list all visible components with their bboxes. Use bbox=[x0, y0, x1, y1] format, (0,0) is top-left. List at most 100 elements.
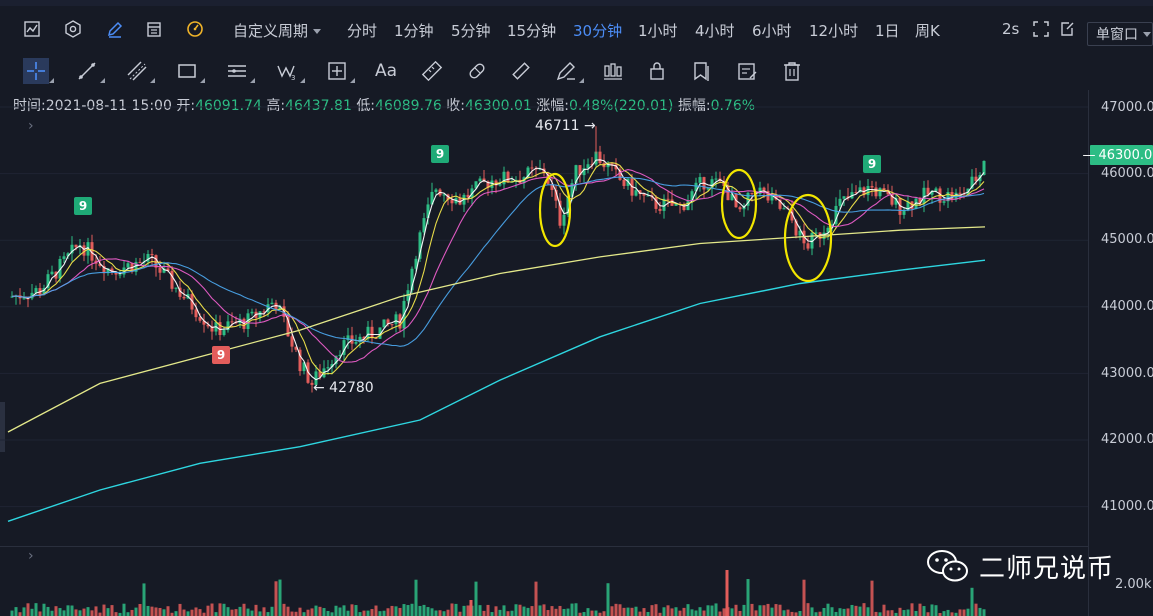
volume-bar bbox=[670, 608, 674, 616]
candle-body bbox=[618, 169, 622, 180]
period-tab-1h[interactable]: 1小时 bbox=[638, 22, 678, 40]
candle-body bbox=[730, 193, 734, 201]
period-tab-1d[interactable]: 1日 bbox=[875, 22, 900, 40]
candle-body bbox=[266, 304, 270, 313]
volume-bar bbox=[542, 604, 546, 616]
volume-bar bbox=[822, 608, 826, 616]
window-mode-select[interactable]: 单窗口 bbox=[1087, 22, 1153, 46]
pen-icon[interactable] bbox=[508, 58, 534, 84]
chart-type-icon[interactable] bbox=[21, 18, 43, 40]
horizontal-lines-icon[interactable] bbox=[224, 58, 255, 84]
volume-bar bbox=[174, 611, 178, 616]
volume-bar bbox=[22, 607, 26, 616]
copy-icon[interactable] bbox=[689, 58, 715, 84]
eraser-icon[interactable] bbox=[464, 58, 490, 84]
period-tab-1m[interactable]: 1分钟 bbox=[394, 22, 434, 40]
custom-period-dropdown[interactable]: 自定义周期 bbox=[233, 20, 322, 41]
period-tab-6h[interactable]: 6小时 bbox=[752, 22, 792, 40]
volume-bar bbox=[806, 603, 810, 616]
volume-bar bbox=[30, 608, 34, 616]
candle-body bbox=[506, 171, 510, 182]
volume-bar bbox=[742, 604, 746, 616]
rectangle-icon[interactable] bbox=[174, 58, 205, 84]
volume-bar bbox=[858, 606, 862, 616]
volume-bar bbox=[166, 606, 170, 616]
note-icon[interactable] bbox=[734, 58, 760, 84]
ruler-icon[interactable] bbox=[419, 58, 445, 84]
popout-icon[interactable] bbox=[1056, 18, 1078, 40]
lock-icon[interactable] bbox=[644, 58, 670, 84]
candle-body bbox=[46, 274, 50, 289]
volume-bar bbox=[142, 583, 146, 616]
period-tab-4h[interactable]: 4小时 bbox=[695, 22, 735, 40]
period-tab-1w[interactable]: 周K bbox=[915, 22, 940, 40]
draw-icon[interactable] bbox=[104, 18, 126, 40]
volume-bar bbox=[954, 612, 958, 616]
volume-bar bbox=[782, 610, 786, 616]
side-panel-handle[interactable] bbox=[0, 402, 5, 452]
measure-icon[interactable] bbox=[324, 58, 355, 84]
period-tab-15m[interactable]: 15分钟 bbox=[507, 22, 557, 40]
candle-body bbox=[58, 258, 62, 279]
volume-bar bbox=[662, 607, 666, 616]
volume-bar bbox=[402, 604, 406, 616]
candle-body bbox=[126, 263, 130, 268]
trend-line-icon[interactable] bbox=[74, 58, 105, 84]
parallel-channel-icon[interactable] bbox=[124, 58, 155, 84]
period-tab-12h[interactable]: 12小时 bbox=[809, 22, 859, 40]
volume-bar bbox=[250, 610, 254, 616]
volume-bar bbox=[562, 608, 566, 616]
candle-body bbox=[354, 342, 358, 344]
wave-icon[interactable]: 3 bbox=[274, 58, 305, 84]
candle-body bbox=[530, 167, 534, 169]
settings-icon[interactable] bbox=[62, 18, 84, 40]
candle-body bbox=[922, 187, 926, 204]
chevron-right-icon[interactable]: › bbox=[28, 548, 34, 564]
candle-body bbox=[634, 190, 638, 196]
candle-body bbox=[426, 204, 430, 219]
highlight-ellipse bbox=[720, 168, 758, 240]
candle-body bbox=[690, 191, 694, 202]
volume-bar bbox=[490, 612, 494, 616]
candle-body bbox=[222, 330, 226, 336]
volume-bar bbox=[798, 610, 802, 616]
volume-bar bbox=[774, 604, 778, 616]
candle-body bbox=[82, 245, 86, 256]
volume-bar bbox=[106, 608, 110, 616]
refresh-interval[interactable]: 2s bbox=[1002, 20, 1020, 38]
volume-bar bbox=[522, 606, 526, 616]
volume-bar bbox=[882, 604, 886, 616]
last-price-marker: — 46300.00 bbox=[1082, 145, 1153, 165]
crosshair-icon[interactable] bbox=[23, 58, 54, 84]
volume-bar bbox=[422, 604, 426, 616]
text-icon[interactable]: Aa bbox=[374, 61, 398, 81]
period-tab-30m[interactable]: 30分钟 bbox=[573, 22, 623, 40]
volume-bar bbox=[630, 607, 634, 616]
candle-icon[interactable] bbox=[600, 58, 626, 84]
candle-body bbox=[218, 322, 222, 336]
candlestick-chart[interactable] bbox=[0, 90, 1088, 616]
price-tick: 42000.00 bbox=[1101, 432, 1153, 447]
calendar-icon[interactable] bbox=[143, 18, 165, 40]
fullscreen-icon[interactable] bbox=[1030, 18, 1052, 40]
candle-body bbox=[902, 210, 906, 215]
candle-body bbox=[466, 194, 470, 198]
indicator-icon[interactable] bbox=[184, 18, 206, 40]
brush-icon[interactable] bbox=[553, 58, 584, 84]
moving-average-line bbox=[11, 162, 985, 375]
chevron-right-icon[interactable]: › bbox=[28, 118, 34, 134]
volume-bar bbox=[938, 612, 942, 616]
period-tab-5m[interactable]: 5分钟 bbox=[451, 22, 491, 40]
trash-icon[interactable] bbox=[779, 58, 805, 84]
price-axis[interactable]: 47000.00 46000.00 45000.00 44000.00 4300… bbox=[1088, 90, 1153, 616]
volume-bar bbox=[906, 609, 910, 616]
volume-bar bbox=[710, 605, 714, 616]
candle-body bbox=[698, 177, 702, 183]
volume-bar bbox=[346, 610, 350, 616]
volume-bar bbox=[218, 603, 222, 616]
volume-bar bbox=[290, 611, 294, 616]
volume-bar bbox=[694, 610, 698, 616]
period-tab-fenshi[interactable]: 分时 bbox=[347, 22, 378, 40]
candle-body bbox=[170, 270, 174, 289]
candle-body bbox=[298, 349, 302, 372]
